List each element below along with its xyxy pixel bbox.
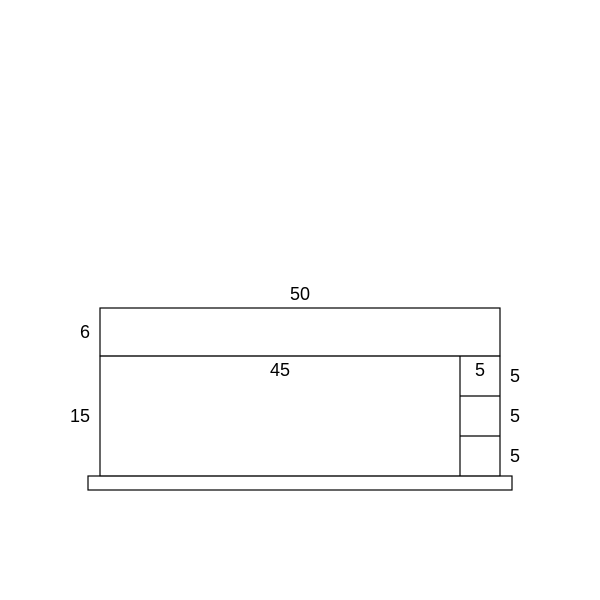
dim-top-width: 50 — [290, 284, 310, 304]
dim-main-inner-width: 45 — [270, 360, 290, 380]
dim-column-width: 5 — [475, 360, 485, 380]
dim-cell2-height: 5 — [510, 406, 520, 426]
top-rect — [100, 308, 500, 356]
dim-top-height: 6 — [80, 322, 90, 342]
dim-cell1-height: 5 — [510, 366, 520, 386]
main-rect — [100, 356, 500, 476]
engineering-drawing: 50 6 45 15 5 5 5 5 — [0, 0, 600, 600]
dim-main-height: 15 — [70, 406, 90, 426]
dim-cell3-height: 5 — [510, 446, 520, 466]
base-rect — [88, 476, 512, 490]
